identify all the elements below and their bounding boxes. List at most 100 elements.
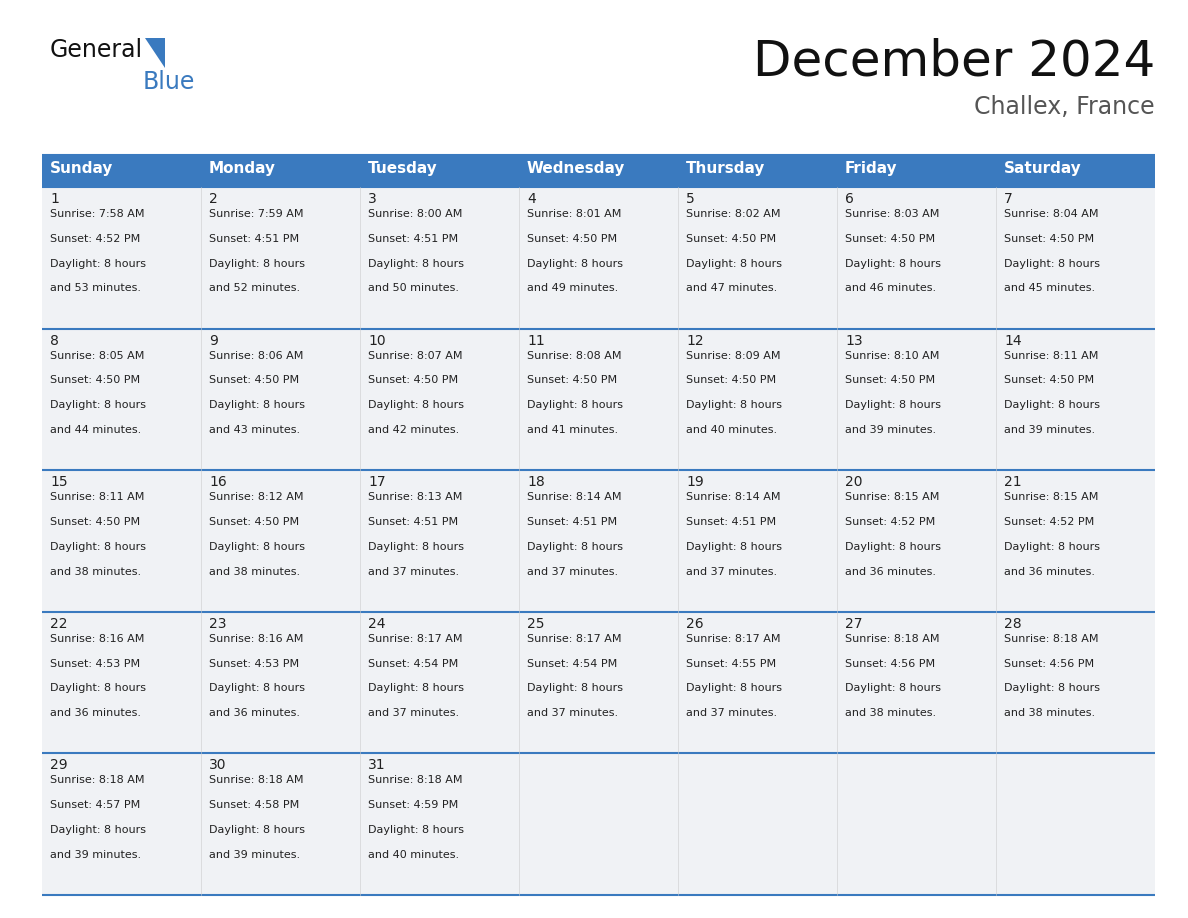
Text: Sunrise: 8:18 AM: Sunrise: 8:18 AM xyxy=(1004,633,1099,644)
Text: and 37 minutes.: and 37 minutes. xyxy=(685,566,777,577)
Text: Blue: Blue xyxy=(143,70,195,94)
Text: Sunset: 4:51 PM: Sunset: 4:51 PM xyxy=(368,517,459,527)
Text: Daylight: 8 hours: Daylight: 8 hours xyxy=(368,542,465,552)
Text: 2: 2 xyxy=(209,192,217,206)
Text: and 52 minutes.: and 52 minutes. xyxy=(209,284,301,294)
Text: Sunset: 4:50 PM: Sunset: 4:50 PM xyxy=(527,234,617,244)
Text: and 42 minutes.: and 42 minutes. xyxy=(368,425,460,435)
Text: Daylight: 8 hours: Daylight: 8 hours xyxy=(368,683,465,693)
Text: 24: 24 xyxy=(368,617,385,631)
Text: Sunrise: 8:18 AM: Sunrise: 8:18 AM xyxy=(209,776,303,786)
Text: Tuesday: Tuesday xyxy=(368,161,437,176)
Text: Sunset: 4:52 PM: Sunset: 4:52 PM xyxy=(50,234,140,244)
Text: Daylight: 8 hours: Daylight: 8 hours xyxy=(845,400,941,410)
Text: Daylight: 8 hours: Daylight: 8 hours xyxy=(845,683,941,693)
Text: Sunset: 4:50 PM: Sunset: 4:50 PM xyxy=(845,375,935,386)
Text: Sunset: 4:50 PM: Sunset: 4:50 PM xyxy=(50,375,140,386)
Text: Sunset: 4:50 PM: Sunset: 4:50 PM xyxy=(368,375,459,386)
Text: 8: 8 xyxy=(50,333,59,348)
Text: Daylight: 8 hours: Daylight: 8 hours xyxy=(685,542,782,552)
Text: 31: 31 xyxy=(368,758,386,772)
Text: 28: 28 xyxy=(1004,617,1022,631)
Text: Daylight: 8 hours: Daylight: 8 hours xyxy=(209,825,305,835)
Text: Daylight: 8 hours: Daylight: 8 hours xyxy=(368,825,465,835)
Text: Sunrise: 8:16 AM: Sunrise: 8:16 AM xyxy=(209,633,303,644)
Text: Daylight: 8 hours: Daylight: 8 hours xyxy=(209,400,305,410)
Text: Sunset: 4:54 PM: Sunset: 4:54 PM xyxy=(527,658,618,668)
Text: Friday: Friday xyxy=(845,161,898,176)
Text: Sunrise: 8:09 AM: Sunrise: 8:09 AM xyxy=(685,351,781,361)
Text: Sunset: 4:50 PM: Sunset: 4:50 PM xyxy=(845,234,935,244)
Text: Sunset: 4:53 PM: Sunset: 4:53 PM xyxy=(209,658,299,668)
Text: Sunrise: 8:15 AM: Sunrise: 8:15 AM xyxy=(845,492,940,502)
Text: Sunrise: 8:14 AM: Sunrise: 8:14 AM xyxy=(685,492,781,502)
Text: Sunset: 4:57 PM: Sunset: 4:57 PM xyxy=(50,800,140,811)
Text: Sunrise: 8:03 AM: Sunrise: 8:03 AM xyxy=(845,209,940,219)
Text: 16: 16 xyxy=(209,476,227,489)
Polygon shape xyxy=(145,38,165,68)
Text: 12: 12 xyxy=(685,333,703,348)
Text: Sunset: 4:50 PM: Sunset: 4:50 PM xyxy=(1004,234,1094,244)
Text: 5: 5 xyxy=(685,192,695,206)
Text: 4: 4 xyxy=(527,192,536,206)
Text: and 39 minutes.: and 39 minutes. xyxy=(209,850,301,860)
Text: Sunset: 4:53 PM: Sunset: 4:53 PM xyxy=(50,658,140,668)
Text: 6: 6 xyxy=(845,192,854,206)
Text: and 43 minutes.: and 43 minutes. xyxy=(209,425,301,435)
Text: and 37 minutes.: and 37 minutes. xyxy=(527,566,618,577)
Text: Sunrise: 8:11 AM: Sunrise: 8:11 AM xyxy=(1004,351,1099,361)
Text: and 38 minutes.: and 38 minutes. xyxy=(1004,708,1095,718)
Text: and 37 minutes.: and 37 minutes. xyxy=(368,708,459,718)
Text: Sunset: 4:50 PM: Sunset: 4:50 PM xyxy=(209,375,299,386)
Text: Sunset: 4:54 PM: Sunset: 4:54 PM xyxy=(368,658,459,668)
Text: Sunrise: 8:18 AM: Sunrise: 8:18 AM xyxy=(368,776,462,786)
Text: 22: 22 xyxy=(50,617,68,631)
Text: and 39 minutes.: and 39 minutes. xyxy=(1004,425,1095,435)
Text: Daylight: 8 hours: Daylight: 8 hours xyxy=(685,259,782,269)
Text: Sunset: 4:59 PM: Sunset: 4:59 PM xyxy=(368,800,459,811)
Text: Sunset: 4:51 PM: Sunset: 4:51 PM xyxy=(685,517,776,527)
Text: and 39 minutes.: and 39 minutes. xyxy=(845,425,936,435)
Text: and 44 minutes.: and 44 minutes. xyxy=(50,425,141,435)
Text: Sunrise: 8:17 AM: Sunrise: 8:17 AM xyxy=(685,633,781,644)
Text: 10: 10 xyxy=(368,333,386,348)
Text: and 41 minutes.: and 41 minutes. xyxy=(527,425,618,435)
Text: and 38 minutes.: and 38 minutes. xyxy=(209,566,301,577)
Text: Sunrise: 8:02 AM: Sunrise: 8:02 AM xyxy=(685,209,781,219)
Text: Sunset: 4:50 PM: Sunset: 4:50 PM xyxy=(685,375,776,386)
Text: Daylight: 8 hours: Daylight: 8 hours xyxy=(1004,400,1100,410)
Text: Daylight: 8 hours: Daylight: 8 hours xyxy=(527,400,623,410)
Text: 19: 19 xyxy=(685,476,703,489)
Text: 17: 17 xyxy=(368,476,386,489)
Text: and 40 minutes.: and 40 minutes. xyxy=(368,850,459,860)
Text: Sunset: 4:51 PM: Sunset: 4:51 PM xyxy=(209,234,299,244)
Text: Daylight: 8 hours: Daylight: 8 hours xyxy=(50,259,146,269)
Text: 18: 18 xyxy=(527,476,545,489)
Text: Sunrise: 8:06 AM: Sunrise: 8:06 AM xyxy=(209,351,303,361)
Text: Saturday: Saturday xyxy=(1004,161,1082,176)
Text: Daylight: 8 hours: Daylight: 8 hours xyxy=(685,683,782,693)
Text: 7: 7 xyxy=(1004,192,1012,206)
Text: 25: 25 xyxy=(527,617,544,631)
Text: Daylight: 8 hours: Daylight: 8 hours xyxy=(1004,259,1100,269)
Text: Sunset: 4:50 PM: Sunset: 4:50 PM xyxy=(527,375,617,386)
Text: Daylight: 8 hours: Daylight: 8 hours xyxy=(50,400,146,410)
Text: and 49 minutes.: and 49 minutes. xyxy=(527,284,618,294)
Text: Sunrise: 8:15 AM: Sunrise: 8:15 AM xyxy=(1004,492,1099,502)
Text: Sunrise: 8:01 AM: Sunrise: 8:01 AM xyxy=(527,209,621,219)
Text: Sunset: 4:52 PM: Sunset: 4:52 PM xyxy=(1004,517,1094,527)
Text: Sunrise: 8:10 AM: Sunrise: 8:10 AM xyxy=(845,351,940,361)
Text: Sunset: 4:50 PM: Sunset: 4:50 PM xyxy=(209,517,299,527)
Text: Daylight: 8 hours: Daylight: 8 hours xyxy=(368,400,465,410)
Text: 26: 26 xyxy=(685,617,703,631)
Text: Sunset: 4:56 PM: Sunset: 4:56 PM xyxy=(845,658,935,668)
Text: Daylight: 8 hours: Daylight: 8 hours xyxy=(209,259,305,269)
Text: and 39 minutes.: and 39 minutes. xyxy=(50,850,141,860)
Text: Sunrise: 8:05 AM: Sunrise: 8:05 AM xyxy=(50,351,145,361)
Text: 30: 30 xyxy=(209,758,227,772)
Text: Sunrise: 7:58 AM: Sunrise: 7:58 AM xyxy=(50,209,145,219)
Text: Sunset: 4:50 PM: Sunset: 4:50 PM xyxy=(50,517,140,527)
Text: Sunrise: 7:59 AM: Sunrise: 7:59 AM xyxy=(209,209,303,219)
Text: and 36 minutes.: and 36 minutes. xyxy=(845,566,936,577)
Text: Daylight: 8 hours: Daylight: 8 hours xyxy=(527,542,623,552)
